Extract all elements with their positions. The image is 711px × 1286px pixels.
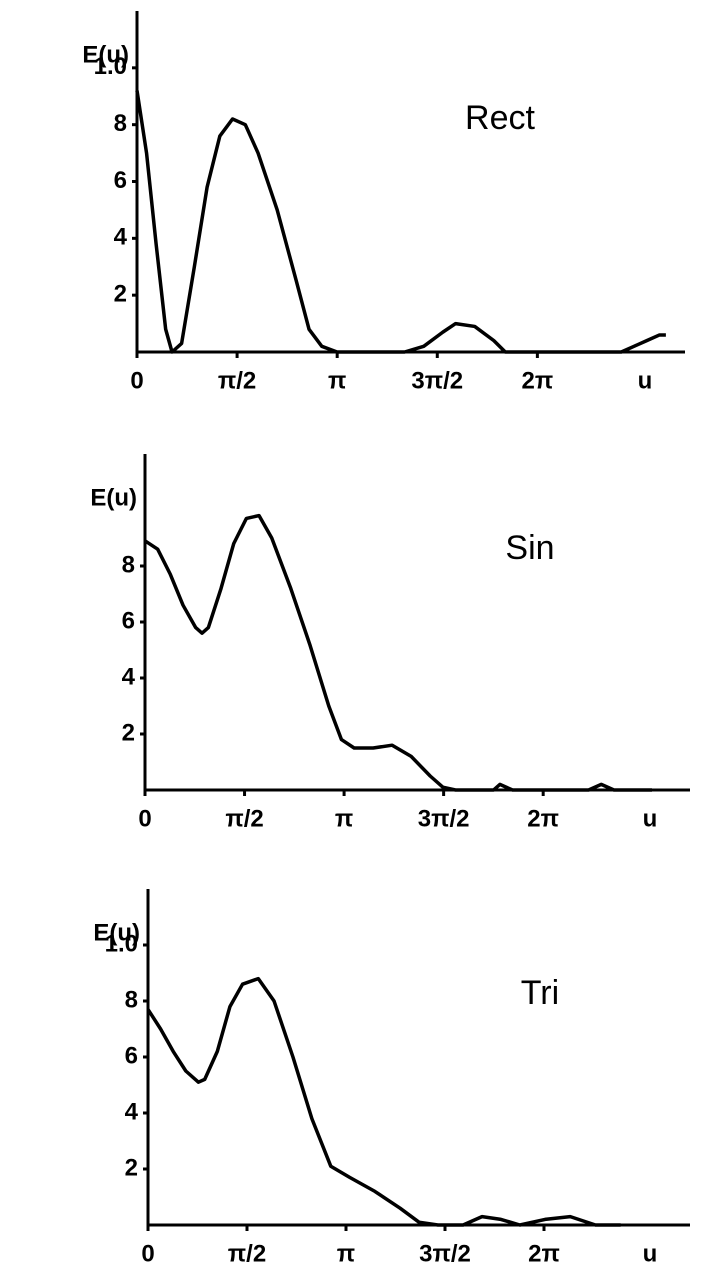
y-tick-label: 2 [122,719,135,746]
x-tick-label: π [328,367,346,394]
x-tick-label: π/2 [218,367,256,394]
x-tick-label: 0 [138,805,151,832]
x-tick-label: 0 [141,1240,154,1267]
y-tick-label: 6 [125,1042,138,1069]
y-tick-label: 6 [122,607,135,634]
x-axis-label: u [643,805,658,832]
data-line [135,90,666,354]
curve-label: Sin [505,529,554,567]
y-tick-label: 6 [114,167,127,194]
x-tick-label: π/2 [225,805,263,832]
x-tick-label: 2π [528,1240,560,1267]
x-axis-label: u [643,1240,658,1267]
y-tick-label: 4 [122,663,136,690]
y-tick-label: 2 [114,281,127,308]
x-tick-label: π [337,1240,355,1267]
x-tick-label: 3π/2 [419,1240,471,1267]
x-tick-label: 3π/2 [411,367,463,394]
y-axis-label: E(u) [82,41,129,68]
y-tick-label: 4 [125,1098,139,1125]
y-tick-label: 1.0 [94,53,127,80]
data-line [144,513,652,792]
x-tick-label: π/2 [228,1240,266,1267]
y-tick-label: 2 [125,1154,138,1181]
y-tick-label: 8 [125,986,138,1013]
data-line [146,976,621,1227]
x-axis-label: u [638,367,653,394]
curve-label: Rect [465,99,535,137]
curve-label: Tri [521,974,559,1012]
y-tick-label: 1.0 [105,930,138,957]
y-axis-label: E(u) [93,919,140,946]
x-tick-label: 0 [130,367,143,394]
x-tick-label: 3π/2 [418,805,470,832]
y-axis-label: E(u) [90,484,137,511]
x-tick-label: 2π [527,805,559,832]
x-tick-label: 2π [522,367,554,394]
y-tick-label: 4 [114,224,128,251]
y-tick-label: 8 [114,110,127,137]
x-tick-label: π [335,805,353,832]
y-tick-label: 8 [122,551,135,578]
